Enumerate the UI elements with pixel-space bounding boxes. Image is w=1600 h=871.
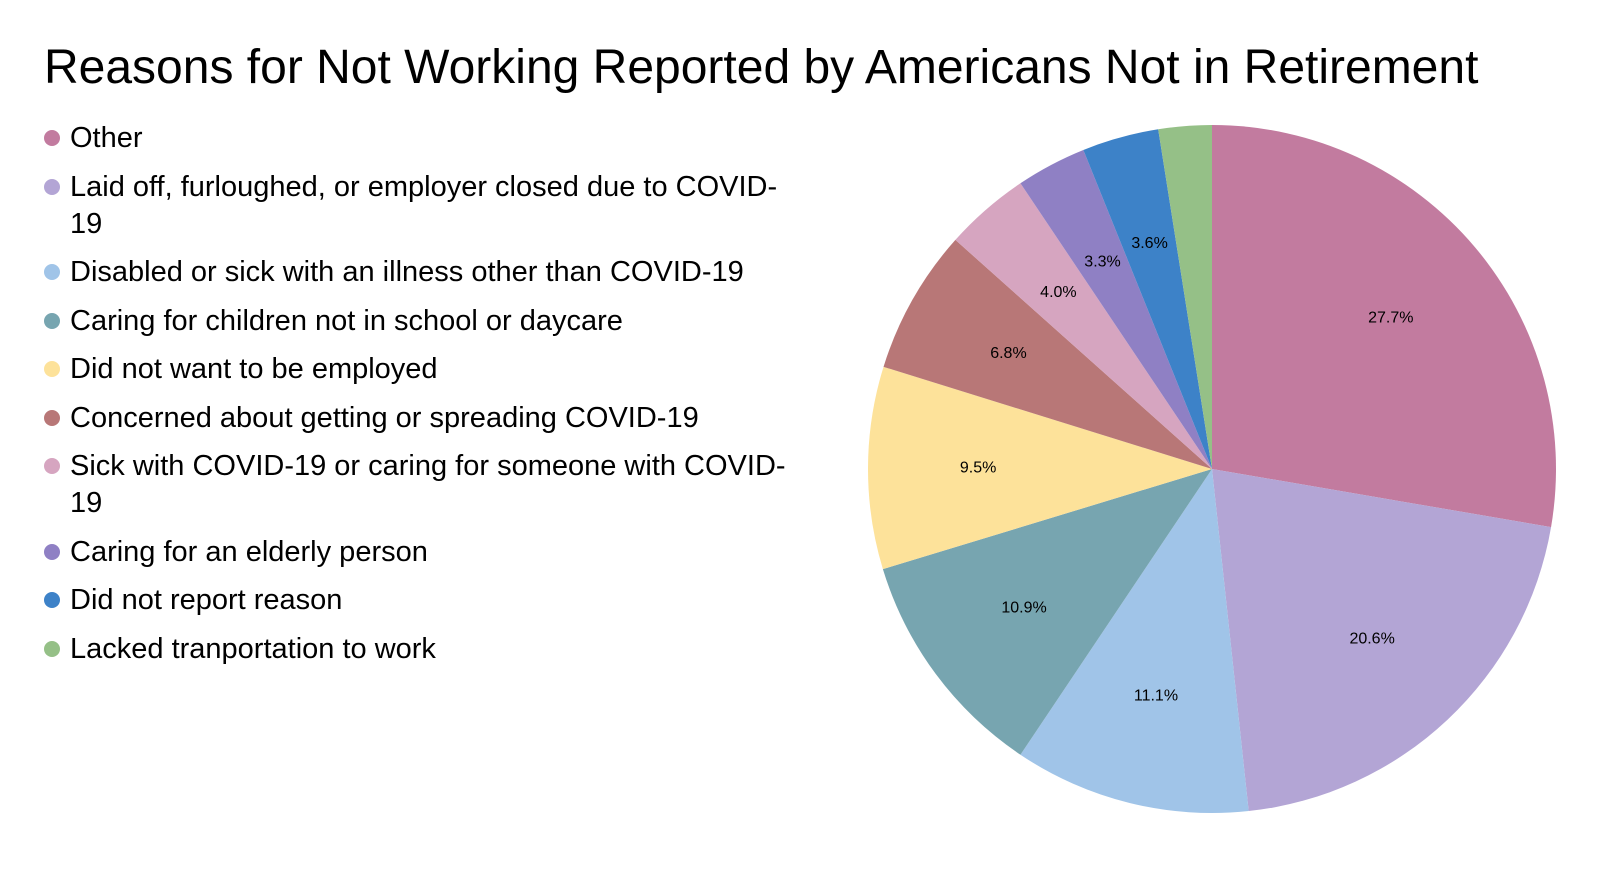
legend-swatch	[44, 312, 60, 329]
pie-data-label: 3.3%	[1084, 253, 1120, 270]
legend-item: Caring for children not in school or day…	[44, 303, 804, 340]
pie-data-label: 20.6%	[1349, 631, 1394, 648]
legend-label: Other	[70, 122, 143, 154]
legend-item: Lacked tranportation to work	[44, 631, 804, 668]
pie-data-label: 4.0%	[1040, 284, 1076, 301]
pie-data-label: 3.6%	[1131, 235, 1167, 252]
legend-item: Sick with COVID-19 or caring for someone…	[44, 448, 804, 522]
legend-swatch	[44, 130, 60, 146]
legend-swatch	[44, 409, 60, 426]
legend-label: Caring for children not in school or day…	[70, 304, 623, 337]
legend-item: Disabled or sick with an illness other t…	[44, 254, 804, 291]
pie-slice	[1083, 129, 1212, 469]
legend-label: Did not report reason	[70, 584, 343, 616]
pie-slice	[1020, 149, 1212, 469]
pie-slices	[868, 125, 1557, 813]
legend-item: Caring for an elderly person	[44, 534, 804, 571]
pie-data-label: 27.7%	[1368, 309, 1413, 326]
legend-swatch	[44, 458, 60, 474]
pie-data-label: 9.5%	[960, 459, 996, 476]
pie-slice	[1212, 125, 1557, 528]
legend-swatch	[44, 592, 60, 608]
pie-slice	[868, 366, 1212, 570]
legend-item: Other	[44, 120, 804, 157]
chart-title: Reasons for Not Working Reported by Amer…	[44, 41, 1479, 94]
pie-slice	[1020, 469, 1249, 813]
legend-swatch	[44, 361, 60, 377]
pie-slice	[955, 183, 1212, 469]
pie-data-label: 10.9%	[1001, 599, 1046, 616]
legend-label: Did not want to be employed	[70, 353, 438, 385]
legend-label: Sick with COVID-19 or caring for someone…	[70, 450, 786, 519]
legend-label: Lacked tranportation to work	[70, 632, 436, 665]
pie-slice	[883, 239, 1212, 469]
legend-item: Laid off, furloughed, or employer closed…	[44, 169, 804, 243]
pie-slice	[1158, 125, 1212, 469]
legend-label: Laid off, furloughed, or employer closed…	[70, 170, 778, 240]
pie-data-label: 6.8%	[990, 345, 1026, 362]
legend-swatch	[44, 178, 60, 195]
legend-item: Did not report reason	[44, 582, 804, 619]
legend-swatch	[44, 543, 60, 560]
pie-data-label: 11.1%	[1134, 687, 1178, 704]
pie-data-labels: 27.7% 20.6% 11.1% 10.9% 9.5% 6.8% 4.0% 3.3% 3.6%	[960, 235, 1414, 705]
legend-label: Concerned about getting or spreading COV…	[70, 401, 699, 434]
legend-item: Concerned about getting or spreading COV…	[44, 400, 804, 437]
legend: Other Laid off, furloughed, or employer …	[44, 120, 804, 679]
pie-slice	[1212, 469, 1552, 812]
legend-swatch	[44, 264, 60, 280]
pie-slice	[882, 469, 1212, 755]
legend-swatch	[44, 640, 60, 657]
legend-label: Caring for an elderly person	[70, 535, 428, 568]
legend-item: Did not want to be employed	[44, 351, 804, 388]
legend-label: Disabled or sick with an illness other t…	[70, 256, 744, 288]
